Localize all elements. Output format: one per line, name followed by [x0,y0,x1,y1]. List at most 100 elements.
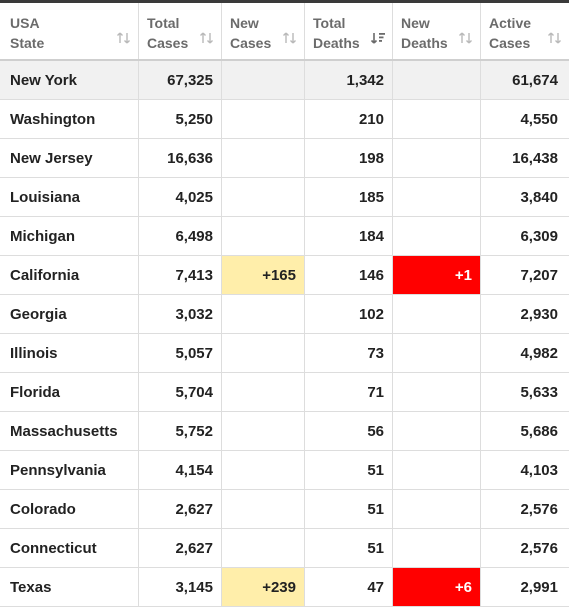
state-cell: Louisiana [0,178,139,216]
new-deaths-cell [393,61,481,99]
state-cell: Massachusetts [0,412,139,450]
sort-arrows-icon[interactable] [458,30,474,46]
table-row: Georgia 3,032 102 2,930 [0,295,569,334]
active-cases-cell: 4,103 [520,461,558,479]
sort-arrows-icon[interactable] [282,30,298,46]
total-deaths-cell: 184 [305,217,393,255]
active-cases-cell: 4,982 [520,344,558,362]
active-cases-cell: 16,438 [512,149,558,167]
sort-arrows-icon[interactable] [547,30,563,46]
total-cases-cell: 67,325 [139,61,222,99]
new-cases-cell [222,178,305,216]
header-new-cases[interactable]: New Cases [222,3,305,59]
total-deaths-cell: 51 [305,451,393,489]
total-cases-cell: 7,413 [139,256,222,294]
sort-descending-icon[interactable] [370,30,386,46]
active-cases-cell: 2,991 [520,578,558,596]
total-cases-cell: 5,057 [139,334,222,372]
new-deaths-cell [393,139,481,177]
active-cases-cell: 5,633 [520,383,558,401]
new-deaths-cell [393,100,481,138]
table-row: Florida 5,704 71 5,633 [0,373,569,412]
active-cases-cell: 2,930 [520,305,558,323]
new-cases-cell [222,295,305,333]
total-cases-cell: 3,032 [139,295,222,333]
state-cell: New York [0,61,139,99]
total-cases-cell: 16,636 [139,139,222,177]
table-row: Massachusetts 5,752 56 5,686 [0,412,569,451]
total-deaths-cell: 51 [305,529,393,567]
new-deaths-cell [393,295,481,333]
active-cases-cell: 61,674 [512,71,558,89]
new-deaths-cell [393,490,481,528]
total-deaths-cell: 73 [305,334,393,372]
new-cases-cell [222,61,305,99]
new-deaths-cell: +1 [393,256,481,294]
table-row: Michigan 6,498 184 6,309 [0,217,569,256]
active-cases-cell: 3,840 [520,188,558,206]
header-usa-state[interactable]: USA State [0,3,139,59]
total-deaths-cell: 146 [305,256,393,294]
total-deaths-cell: 210 [305,100,393,138]
table-row: Pennsylvania 4,154 51 4,103 [0,451,569,490]
new-cases-cell [222,139,305,177]
total-deaths-cell: 47 [305,568,393,606]
active-cases-cell: 2,576 [520,539,558,557]
new-deaths-cell [393,412,481,450]
new-deaths-cell [393,529,481,567]
header-label-line2: Deaths [401,35,448,51]
new-cases-cell [222,412,305,450]
state-cell: New Jersey [0,139,139,177]
table-row: New Jersey 16,636 198 16,438 [0,139,569,178]
header-total-cases[interactable]: Total Cases [139,3,222,59]
table-row: New York 67,325 1,342 61,674 [0,61,569,100]
new-cases-cell [222,490,305,528]
header-label-line1: USA [10,15,40,31]
total-cases-cell: 5,250 [139,100,222,138]
header-label-line2: Cases [147,35,189,51]
total-cases-cell: 2,627 [139,490,222,528]
active-cases-cell: 4,550 [520,110,558,128]
active-cases-cell: 5,686 [520,422,558,440]
total-cases-cell: 4,154 [139,451,222,489]
table-row: Illinois 5,057 73 4,982 [0,334,569,373]
table-header: USA State Total Cases New Cases Total Deaths… [0,3,569,61]
total-deaths-cell: 56 [305,412,393,450]
total-cases-cell: 5,752 [139,412,222,450]
new-cases-cell: +239 [222,568,305,606]
new-deaths-cell [393,373,481,411]
header-new-deaths[interactable]: New Deaths [393,3,481,59]
active-cases-cell: 6,309 [520,227,558,245]
state-cell: Pennsylvania [0,451,139,489]
table-row: Louisiana 4,025 185 3,840 [0,178,569,217]
state-cell: Colorado [0,490,139,528]
header-label-line1: Total [147,15,180,31]
total-cases-cell: 5,704 [139,373,222,411]
header-label-line2: Deaths [313,35,360,51]
new-deaths-cell [393,334,481,372]
total-deaths-cell: 198 [305,139,393,177]
total-cases-cell: 6,498 [139,217,222,255]
state-cell: Florida [0,373,139,411]
new-cases-cell: +165 [222,256,305,294]
header-label-line1: New [230,15,259,31]
new-deaths-cell [393,178,481,216]
header-active-cases[interactable]: Active Cases [481,3,569,59]
state-cell: Texas [0,568,139,606]
new-deaths-cell: +6 [393,568,481,606]
sort-arrows-icon[interactable] [116,30,132,46]
header-label-line2: Cases [230,35,272,51]
total-deaths-cell: 1,342 [305,61,393,99]
table-row: Connecticut 2,627 51 2,576 [0,529,569,568]
sort-arrows-icon[interactable] [199,30,215,46]
state-cell: Michigan [0,217,139,255]
total-deaths-cell: 102 [305,295,393,333]
header-label-line2: State [10,35,45,51]
header-total-deaths[interactable]: Total Deaths [305,3,393,59]
total-cases-cell: 2,627 [139,529,222,567]
new-deaths-cell [393,217,481,255]
total-deaths-cell: 51 [305,490,393,528]
new-cases-cell [222,373,305,411]
state-cell: California [0,256,139,294]
